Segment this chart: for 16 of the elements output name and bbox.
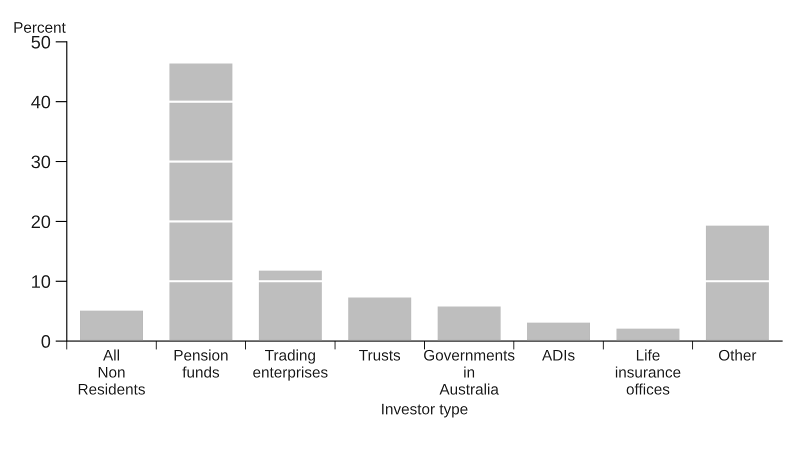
y-axis-title: Percent — [14, 22, 66, 33]
y-tick-label: 20 — [32, 215, 50, 228]
y-tick-label: 40 — [31, 96, 50, 108]
x-axis-title: Investor type — [382, 404, 468, 418]
y-tick-label: 0 — [42, 335, 50, 348]
x-tick-label: Pension funds — [174, 349, 228, 378]
x-tick-label: Life insurance offices — [616, 349, 680, 395]
y-tick-label: 10 — [32, 275, 50, 288]
y-tick-label: 30 — [31, 155, 50, 168]
x-tick-label: Other — [718, 349, 756, 361]
x-tick-label: Trading enterprises — [253, 349, 328, 381]
y-tick-label: 50 — [31, 36, 50, 49]
x-tick-label: All Non Residents — [78, 349, 145, 395]
x-tick-label: Trusts — [359, 350, 400, 361]
x-tick-label: Governments in Australia — [424, 350, 514, 395]
x-tick-label: ADIs — [542, 350, 575, 361]
